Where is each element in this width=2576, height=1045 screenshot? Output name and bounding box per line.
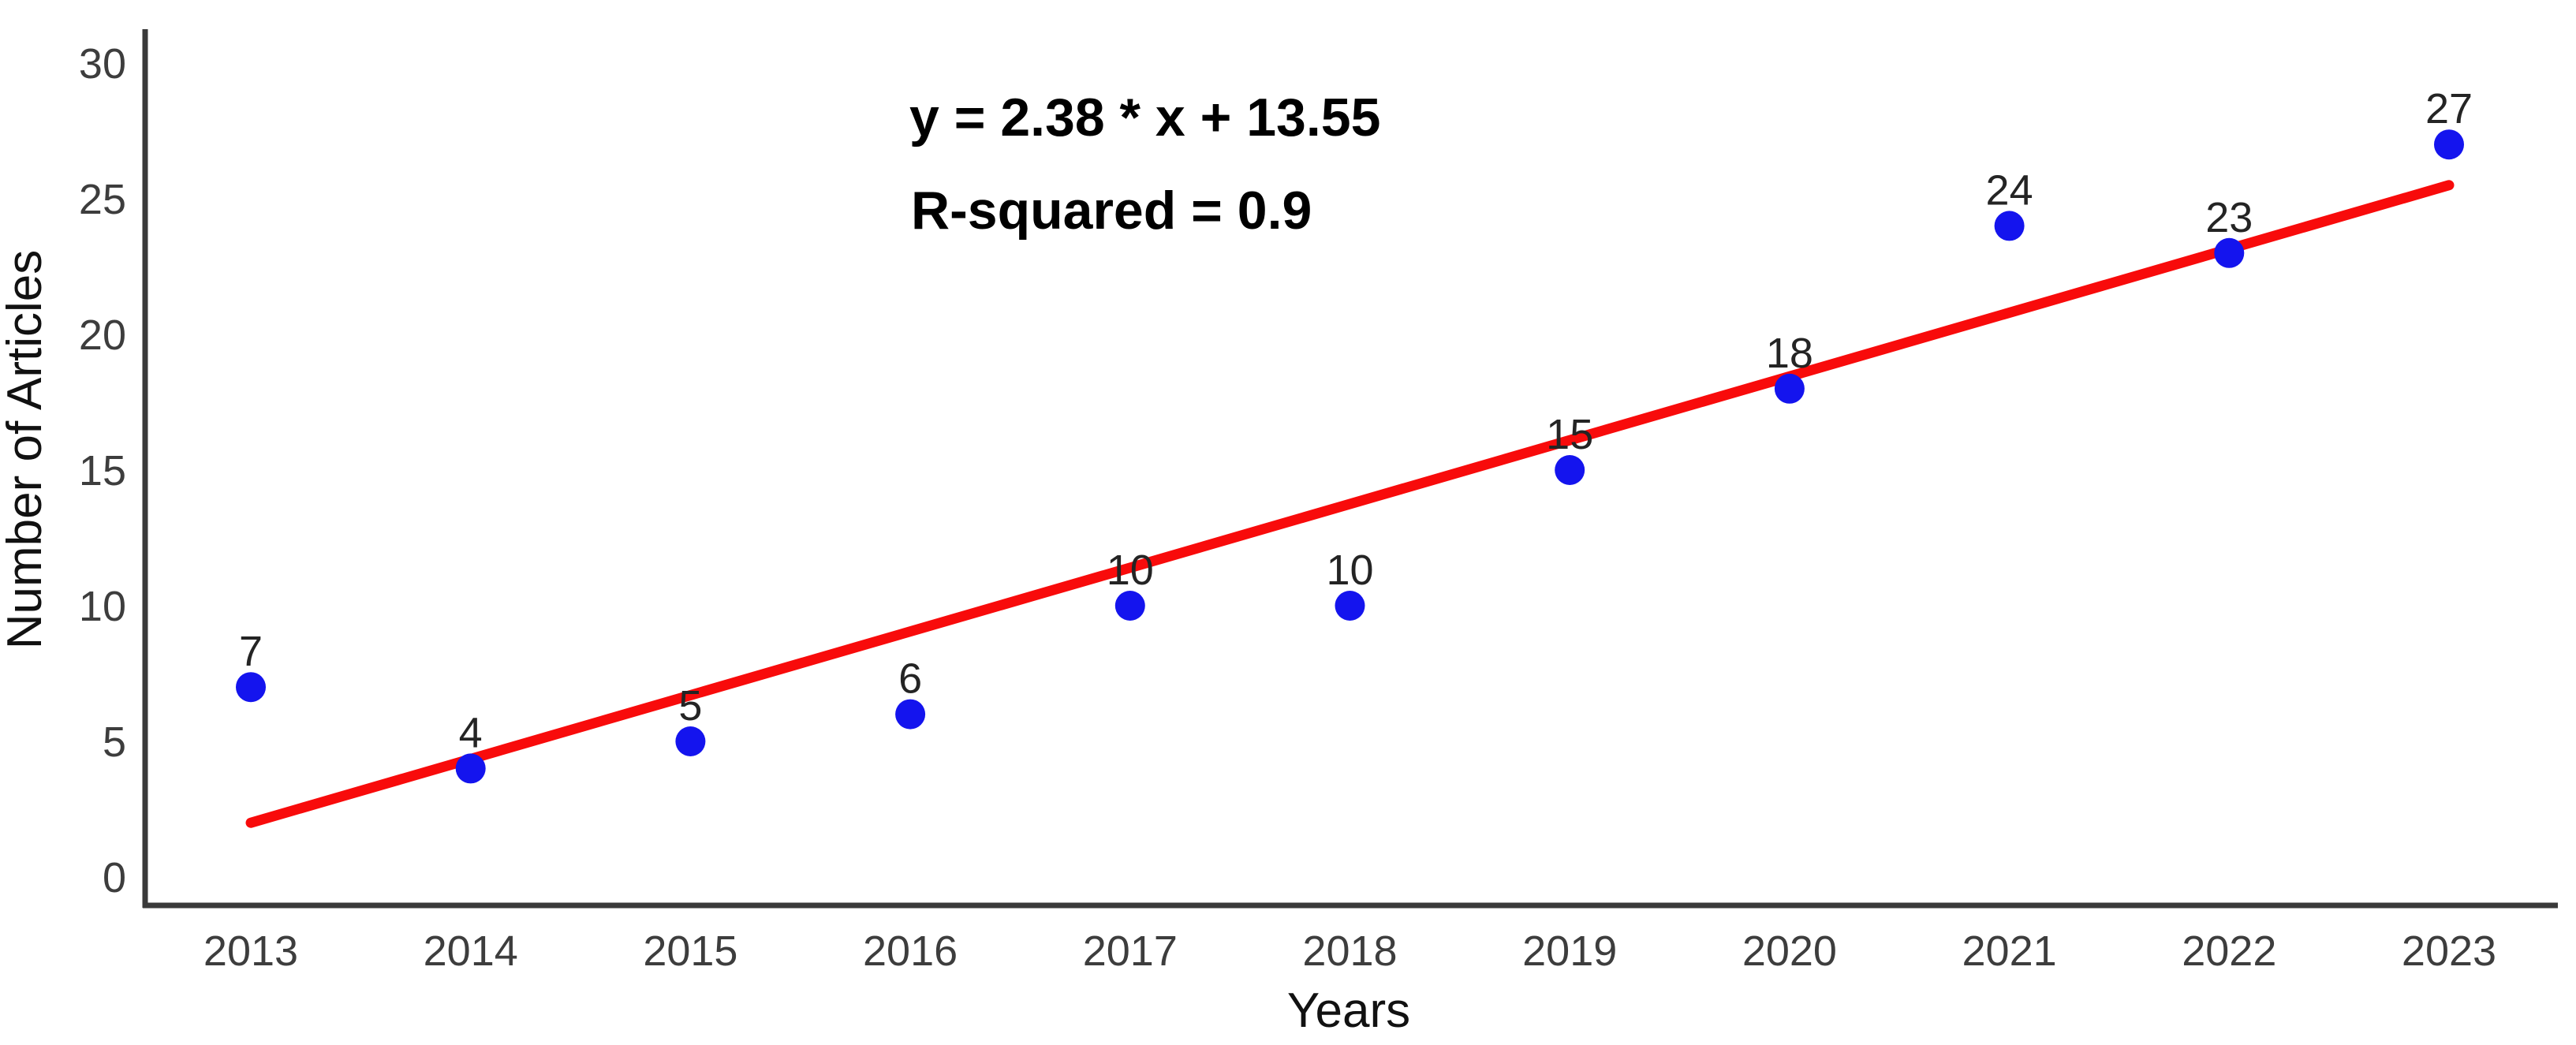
data-point [455, 753, 486, 784]
annotation-equation: y = 2.38 * x + 13.55 [909, 88, 1380, 147]
data-point-label: 10 [1107, 547, 1154, 594]
y-tick-label: 20 [79, 312, 126, 359]
y-axis-tick-labels: 0 5 10 15 20 25 30 [79, 40, 126, 901]
data-point [895, 699, 926, 730]
data-point [1555, 455, 1585, 485]
data-point-label: 18 [1766, 330, 1813, 377]
data-point [2434, 129, 2464, 160]
y-tick-label: 30 [79, 40, 126, 88]
x-tick-label: 2021 [1962, 927, 2057, 975]
data-point-label: 27 [2425, 85, 2473, 132]
annotation-r-squared: R-squared = 0.9 [911, 181, 1312, 241]
x-tick-label: 2019 [1522, 927, 1617, 975]
data-point-label: 7 [239, 628, 263, 675]
regression-trendline [245, 180, 2455, 828]
data-points [236, 129, 2464, 784]
data-point-label: 10 [1326, 547, 1373, 594]
data-point [675, 726, 706, 756]
x-tick-label: 2013 [203, 927, 298, 975]
x-tick-label: 2022 [2182, 927, 2276, 975]
x-tick-label: 2017 [1083, 927, 1178, 975]
data-point-label: 23 [2205, 194, 2253, 241]
x-tick-label: 2023 [2402, 927, 2496, 975]
x-tick-label: 2015 [643, 927, 737, 975]
data-point [1114, 591, 1145, 621]
y-tick-label: 0 [103, 854, 126, 901]
data-point [1774, 373, 1805, 404]
x-tick-label: 2014 [424, 927, 518, 975]
data-point-label: 6 [898, 655, 922, 703]
x-axis-title: Years [1287, 983, 1410, 1038]
x-tick-label: 2020 [1742, 927, 1837, 975]
data-point-label: 24 [1986, 166, 2033, 214]
y-tick-label: 25 [79, 176, 126, 223]
y-tick-label: 5 [103, 718, 126, 766]
data-point-label: 4 [459, 709, 483, 756]
data-point [1335, 591, 1365, 621]
x-tick-label: 2018 [1302, 927, 1397, 975]
y-tick-label: 15 [79, 447, 126, 495]
data-point [236, 672, 266, 703]
data-point-label: 15 [1546, 411, 1593, 458]
y-axis-title: Number of Articles [0, 250, 52, 650]
x-tick-label: 2016 [863, 927, 958, 975]
data-point [2214, 237, 2245, 268]
data-point-labels: 7 4 5 6 10 10 15 18 24 23 27 [239, 85, 2473, 756]
y-tick-label: 10 [79, 583, 126, 630]
data-point-label: 5 [678, 682, 702, 730]
x-axis-tick-labels: 2013 2014 2015 2016 2017 2018 2019 2020 2021 2022… [203, 927, 2496, 975]
data-point [1994, 211, 2025, 241]
